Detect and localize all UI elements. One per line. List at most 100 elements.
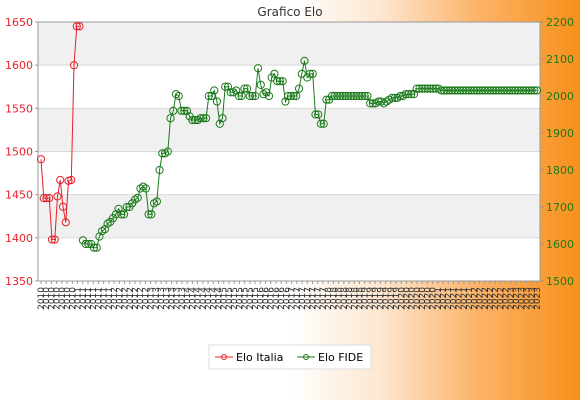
x-tick-label: 2018 xyxy=(355,287,365,310)
x-tick-label: 2022 xyxy=(486,287,496,310)
data-point xyxy=(330,91,339,101)
data-point xyxy=(229,88,238,97)
x-tick-label: 2015 xyxy=(235,287,245,310)
x-tick-label: 2010 xyxy=(47,287,57,310)
x-tick-label: 2019 xyxy=(392,287,402,310)
data-point xyxy=(147,210,156,219)
data-point xyxy=(174,91,183,101)
y-right-tick-label: 1700 xyxy=(546,201,574,214)
data-point xyxy=(61,218,70,227)
data-point xyxy=(308,69,317,78)
data-point xyxy=(180,106,189,115)
data-point xyxy=(442,86,451,95)
data-point xyxy=(428,84,438,93)
data-point xyxy=(472,86,481,95)
x-tick-label: 2017 xyxy=(303,287,313,310)
x-tick-label: 2011 xyxy=(84,287,94,310)
x-tick-label: 2021 xyxy=(444,287,454,310)
data-point xyxy=(275,77,285,86)
data-point xyxy=(396,91,405,101)
data-point xyxy=(75,22,84,31)
x-tick-label: 2022 xyxy=(496,287,506,310)
data-point xyxy=(516,86,525,95)
data-point xyxy=(292,91,301,101)
y-left-tick-label: 1650 xyxy=(5,16,33,29)
x-tick-label: 2019 xyxy=(376,287,386,310)
x-tick-label: 2022 xyxy=(481,287,491,310)
x-tick-label: 2010 xyxy=(37,287,47,310)
x-tick-label: 2022 xyxy=(491,287,501,310)
data-point xyxy=(505,86,514,95)
data-point xyxy=(387,93,397,102)
x-tick-label: 2016 xyxy=(282,287,292,310)
data-point xyxy=(155,165,164,175)
x-tick-label: 2015 xyxy=(220,287,230,310)
data-point xyxy=(204,91,213,101)
data-point xyxy=(212,97,222,106)
x-tick-label: 2016 xyxy=(267,287,277,310)
data-point xyxy=(371,99,380,108)
x-tick-label: 2012 xyxy=(110,287,120,310)
x-tick-label: 2010 xyxy=(63,287,73,310)
data-point xyxy=(264,91,274,101)
data-point xyxy=(196,114,205,123)
x-tick-label: 2021 xyxy=(460,287,470,310)
data-point xyxy=(169,106,178,115)
data-point xyxy=(502,86,512,95)
data-point xyxy=(305,69,315,78)
x-tick-label: 2014 xyxy=(215,287,225,310)
x-tick-label: 2012 xyxy=(141,287,151,310)
x-tick-label: 2018 xyxy=(345,287,355,310)
data-point xyxy=(322,95,331,104)
data-point xyxy=(420,84,429,93)
x-tick-label: 2011 xyxy=(74,287,84,310)
data-point xyxy=(47,235,57,244)
x-tick-label: 2019 xyxy=(361,287,371,310)
data-point xyxy=(398,91,408,101)
x-tick-label: 2012 xyxy=(121,287,131,310)
x-tick-label: 2014 xyxy=(188,287,198,310)
series-elo-italia xyxy=(36,22,84,244)
data-point xyxy=(527,86,536,95)
data-point xyxy=(415,84,424,93)
data-point xyxy=(401,90,410,99)
x-axis: 2010201020102010201020102010201120112011… xyxy=(37,281,543,310)
data-point xyxy=(511,86,520,95)
data-point xyxy=(84,239,93,249)
legend-label-italia: Elo Italia xyxy=(236,351,283,364)
x-tick-label: 2021 xyxy=(465,287,475,310)
x-tick-label: 2015 xyxy=(230,287,240,310)
x-tick-label: 2012 xyxy=(126,287,136,310)
x-tick-label: 2018 xyxy=(335,287,345,310)
data-point xyxy=(144,210,153,219)
data-point xyxy=(426,84,435,93)
x-tick-label: 2020 xyxy=(402,287,412,310)
x-tick-label: 2022 xyxy=(470,287,480,310)
data-point xyxy=(141,184,151,193)
x-tick-label: 2010 xyxy=(68,287,78,310)
x-tick-label: 2013 xyxy=(162,287,172,310)
data-point xyxy=(489,86,498,95)
data-point xyxy=(500,86,509,95)
data-point xyxy=(199,114,208,123)
data-point xyxy=(210,86,219,95)
data-point xyxy=(122,202,131,212)
data-point xyxy=(166,114,175,123)
data-point xyxy=(163,147,172,156)
x-tick-label: 2011 xyxy=(105,287,115,310)
x-tick-label: 2020 xyxy=(397,287,407,310)
x-tick-label: 2017 xyxy=(314,287,324,310)
x-tick-label: 2017 xyxy=(293,287,303,310)
data-point xyxy=(497,86,506,95)
data-point xyxy=(418,84,427,93)
data-point xyxy=(335,91,345,101)
y-axis-left: 1350 1400 1450 1500 1550 1600 1650 xyxy=(5,16,38,288)
data-point xyxy=(158,149,167,158)
data-point xyxy=(448,86,457,95)
x-tick-label: 2023 xyxy=(533,287,543,310)
data-point xyxy=(171,90,181,99)
x-tick-label: 2018 xyxy=(340,287,350,310)
data-point xyxy=(363,91,372,101)
x-tick-label: 2020 xyxy=(423,287,433,310)
data-point xyxy=(92,243,101,252)
